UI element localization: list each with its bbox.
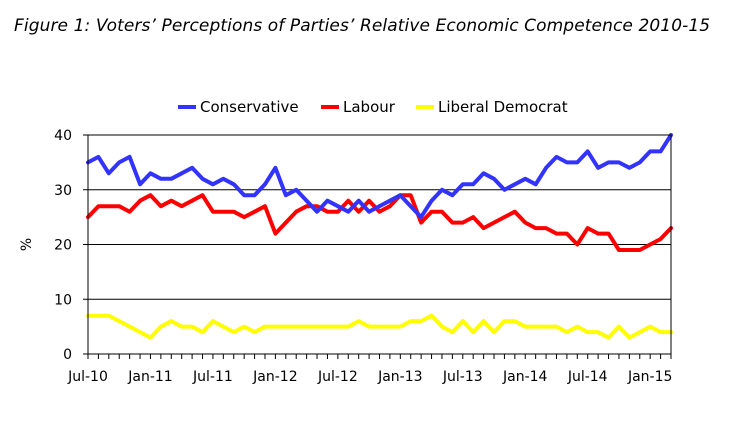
x-tick-label: Jan-15 xyxy=(627,369,672,385)
x-tick-label: Jan-13 xyxy=(377,369,422,385)
y-tick-label: 20 xyxy=(54,238,72,254)
series-lines xyxy=(86,133,673,340)
y-tick-label: 10 xyxy=(54,292,72,308)
series-line-conservative xyxy=(86,133,673,220)
y-tick-label: 0 xyxy=(63,347,72,363)
x-tick-label: Jul-10 xyxy=(67,369,108,385)
x-tick-label: Jan-11 xyxy=(127,369,172,385)
series-line-labour xyxy=(86,193,673,252)
axes: 0 10 20 30 40 Jul-10 Jan-11 Jul-11 Jan-12 Jul-12 J… xyxy=(54,128,672,385)
x-tick-label: Jul-11 xyxy=(192,369,233,385)
legend-label-liberal-democrat: Liberal Democrat xyxy=(438,98,568,116)
legend-label-labour: Labour xyxy=(343,98,396,116)
y-tick-label: 30 xyxy=(54,183,72,199)
series-line-liberal-democrat xyxy=(86,313,673,340)
x-tick-label: Jan-12 xyxy=(252,369,297,385)
x-tick-label: Jul-13 xyxy=(442,369,483,385)
figure-title: Figure 1: Voters’ Perceptions of Parties… xyxy=(14,16,711,36)
x-tick-label: Jul-12 xyxy=(317,369,358,385)
y-axis-label: % xyxy=(19,238,35,251)
legend-label-conservative: Conservative xyxy=(200,98,299,116)
x-tick-label: Jan-14 xyxy=(502,369,548,385)
grid xyxy=(88,134,671,300)
x-tick-label: Jul-14 xyxy=(567,369,608,385)
legend: Conservative Labour Liberal Democrat xyxy=(178,98,568,116)
y-tick-label: 40 xyxy=(54,128,72,144)
